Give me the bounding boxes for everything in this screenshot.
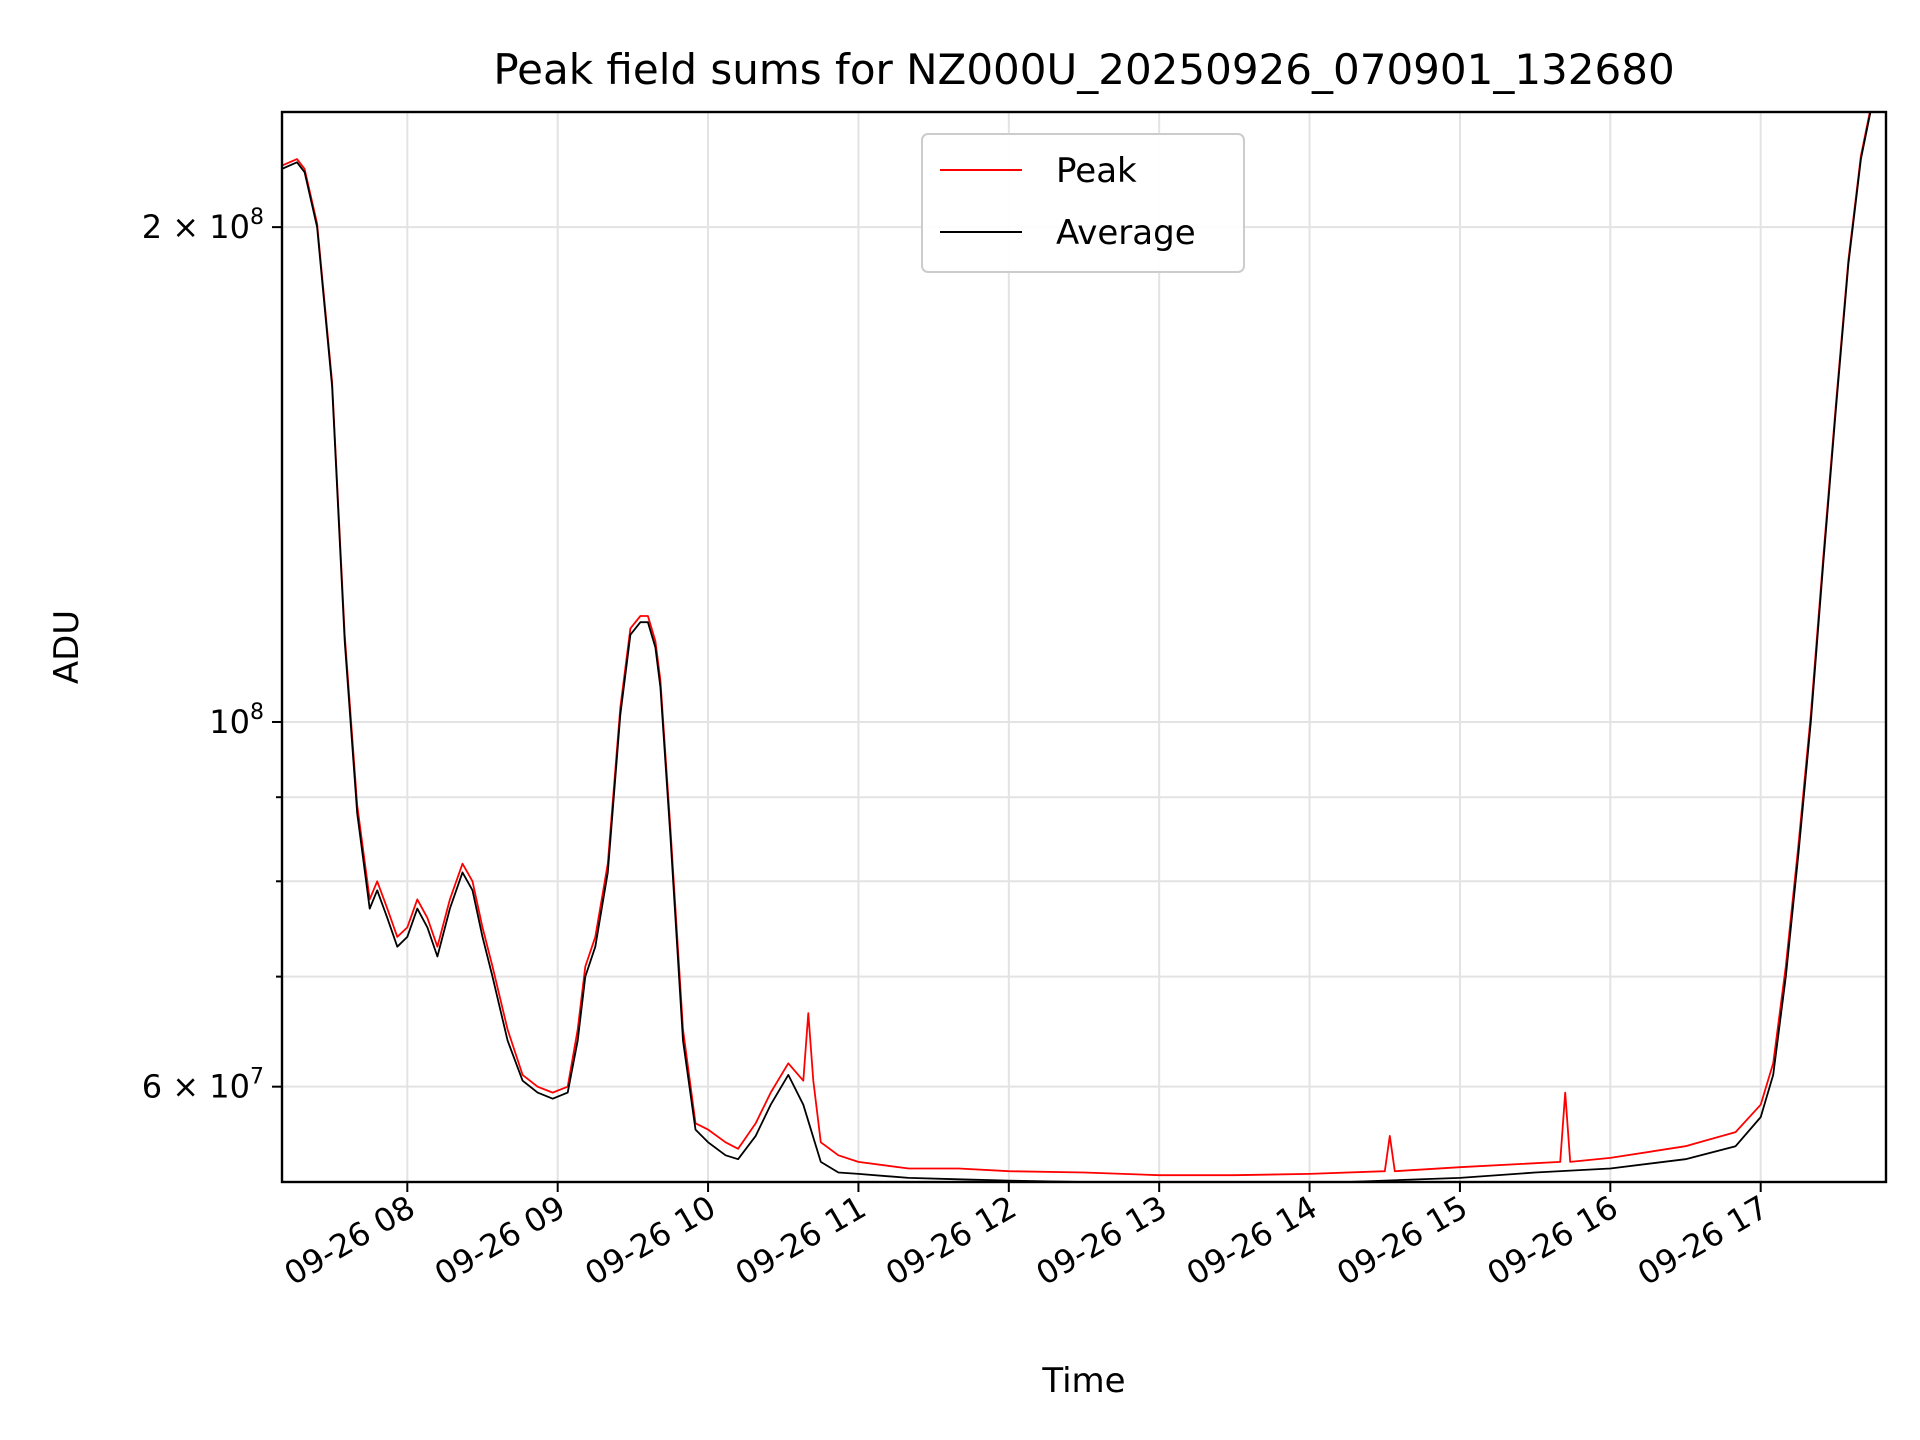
series-line-peak bbox=[282, 112, 1871, 1177]
grid-lines bbox=[282, 112, 1886, 1182]
y-axis: 6 × 107 108 2 × 108 bbox=[142, 205, 282, 1106]
legend: Peak Average bbox=[921, 133, 1245, 273]
y-tick-label: 6 × 107 bbox=[142, 1065, 264, 1106]
legend-box bbox=[921, 133, 1245, 273]
series-line-average bbox=[282, 112, 1872, 1182]
chart-title: Peak field sums for NZ000U_20250926_0709… bbox=[493, 45, 1674, 94]
legend-label-peak: Peak bbox=[1056, 151, 1137, 191]
y-tick-label: 108 bbox=[209, 700, 264, 741]
legend-label-average: Average bbox=[1056, 213, 1196, 253]
plot-series bbox=[282, 112, 1872, 1182]
x-axis-label: Time bbox=[1041, 1361, 1125, 1401]
y-tick-label: 2 × 108 bbox=[142, 205, 264, 246]
plot-frame bbox=[280, 110, 1888, 1184]
y-axis-label: ADU bbox=[47, 610, 87, 684]
